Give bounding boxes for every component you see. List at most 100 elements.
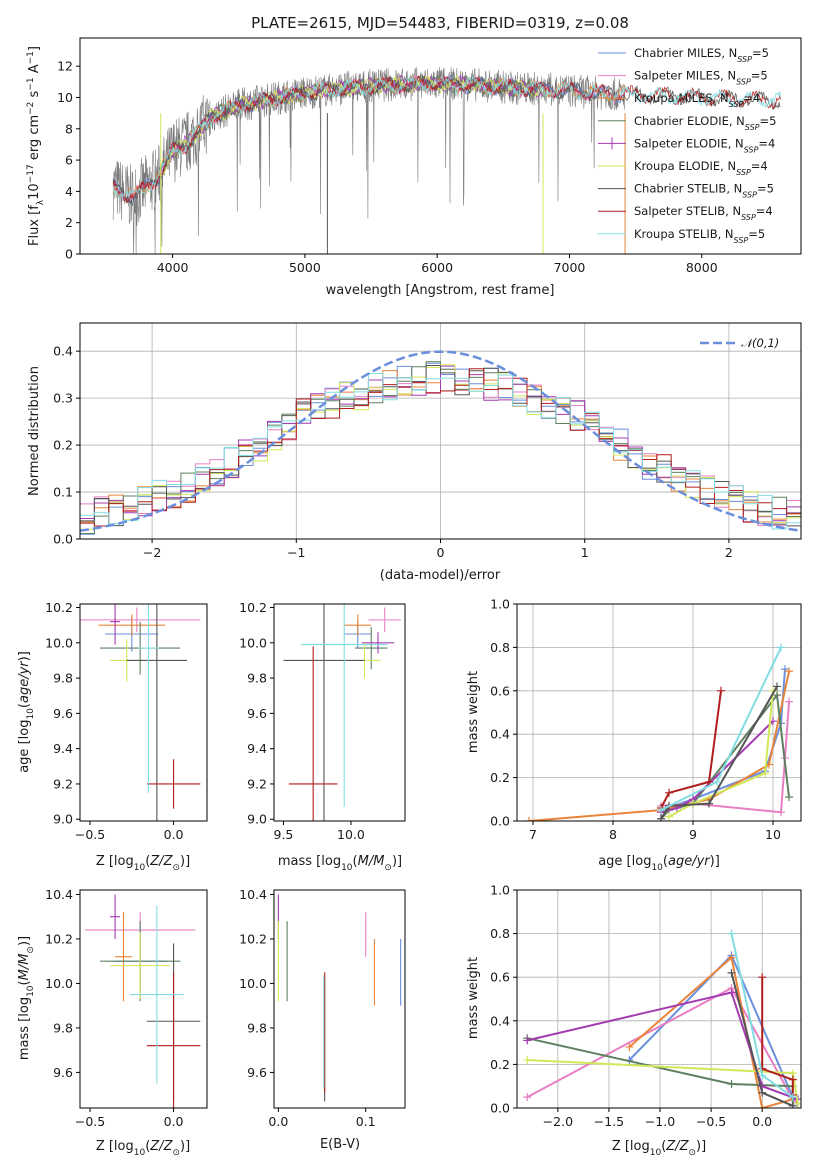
axes-frame: [273, 889, 406, 1109]
axes-frame: [516, 889, 802, 1109]
legend-label: Chabrier STELIB, NSSP=5: [634, 182, 774, 200]
model-spectrum: [159, 74, 544, 177]
plot-area: [80, 350, 801, 535]
y-tick-label: 10.2: [45, 600, 73, 615]
plot-area: [523, 929, 801, 1108]
mass-weight-marker: [758, 1071, 767, 1080]
y-tick-label: 0.1: [53, 485, 73, 500]
x-tick-label: 0.1: [356, 1114, 376, 1129]
histogram-series: [80, 368, 801, 527]
x-tick-label: 0.0: [164, 1114, 184, 1129]
spectrum-legend: Chabrier MILES, NSSP=5 Salpeter MILES, NS…: [598, 46, 776, 244]
y-tick-label: 10.0: [45, 976, 73, 991]
mass-weight-marker: [727, 988, 736, 997]
y-tick-label: 10: [57, 90, 73, 105]
y-tick-label: 0.0: [490, 814, 510, 829]
x-tick-label: 8000: [686, 260, 718, 275]
plot-area: [112, 66, 781, 254]
mass-weight-marker: [657, 806, 665, 815]
ebv-mass-panel: 0.0 0.1 9.6 9.8 10.0 10.2 10.4: [239, 887, 406, 1129]
mass-weight-marker: [773, 691, 781, 700]
z-weight-xlabel: Z [log10(Z/Z⊙)]: [612, 1139, 706, 1158]
mass-age-xlabel: mass [log10(M/M⊙)]: [278, 854, 402, 873]
mass-weight-marker: [785, 793, 793, 802]
x-tick-label: 7: [529, 827, 537, 842]
age-weight-ylabel: mass weight: [466, 671, 481, 753]
legend-label: Chabrier ELODIE, NSSP=5: [634, 114, 776, 132]
x-tick-label: 2: [725, 545, 733, 560]
mass-weight-marker: [788, 1101, 797, 1108]
y-tick-label: 0: [65, 247, 73, 262]
x-tick-label: 6000: [421, 260, 453, 275]
histogram-series: [80, 373, 801, 530]
x-tick-label: 10.0: [337, 827, 365, 842]
mass-weight-marker: [717, 686, 725, 695]
y-tick-label: 0.3: [53, 391, 73, 406]
y-tick-label: 0.4: [490, 1013, 510, 1028]
legend-label: Chabrier MILES, NSSP=5: [634, 46, 769, 64]
y-tick-label: 10.0: [239, 635, 267, 650]
x-tick-label: −0.5: [696, 1114, 726, 1129]
x-tick-label: 0.0: [268, 1114, 288, 1129]
legend-label: Kroupa STELIB, NSSP=5: [634, 227, 765, 245]
y-tick-label: 4: [65, 184, 73, 199]
mass-weight-marker: [758, 973, 767, 982]
x-tick-label: −0.5: [75, 1114, 105, 1129]
y-tick-label: 0.0: [53, 532, 73, 547]
plot-area: [277, 894, 402, 1102]
x-tick-label: 4000: [157, 260, 189, 275]
mass-weight-marker: [523, 1036, 532, 1045]
observed-spectrum: [112, 66, 626, 254]
mass-weight-marker: [785, 697, 793, 706]
y-tick-label: 0.4: [53, 344, 73, 359]
mass-weight-marker: [657, 814, 665, 821]
spectrum-xlabel: wavelength [Angstrom, rest frame]: [326, 283, 555, 298]
x-tick-label: −1: [287, 545, 305, 560]
legend-label: Kroupa MILES, NSSP=4: [634, 91, 760, 109]
x-tick-label: 9: [689, 827, 697, 842]
mass-weight-marker: [781, 665, 789, 674]
y-tick-label: 9.8: [247, 1020, 267, 1035]
mass-weight-marker: [705, 777, 713, 786]
y-tick-label: 9.6: [247, 706, 267, 721]
axes-frame: [79, 37, 802, 255]
mass-weight-marker: [773, 682, 781, 691]
y-tick-label: 0.8: [490, 926, 510, 941]
y-tick-label: 10.2: [239, 600, 267, 615]
plot-area: [525, 643, 793, 821]
x-tick-label: 0.0: [752, 1114, 772, 1129]
legend-label: Kroupa ELODIE, NSSP=4: [634, 159, 768, 177]
mass-weight-marker: [523, 1093, 532, 1102]
mass-weight-marker: [665, 788, 673, 797]
z-age-panel: −0.5 0.0 9.0 9.2 9.4 9.6 9.8 10.0 10.2: [45, 600, 208, 842]
mass-weight-marker: [727, 968, 736, 977]
y-tick-label: 0.4: [490, 727, 510, 742]
y-tick-label: 9.4: [53, 741, 73, 756]
y-tick-label: 12: [57, 59, 73, 74]
x-tick-label: 8: [609, 827, 617, 842]
x-tick-label: −2.0: [543, 1114, 573, 1129]
x-tick-label: 0.0: [164, 827, 184, 842]
x-tick-label: −0.5: [75, 827, 105, 842]
normal-legend-label: 𝒩(0,1): [741, 336, 779, 350]
figure-title: PLATE=2615, MJD=54483, FIBERID=0319, z=0…: [251, 14, 629, 32]
mass-weight-series: [528, 671, 790, 821]
y-tick-label: 9.8: [53, 671, 73, 686]
x-tick-label: 0: [437, 545, 445, 560]
plot-area: [80, 604, 201, 821]
mass-weight-marker: [758, 1104, 767, 1108]
mass-weight-series: [526, 991, 799, 1101]
y-tick-label: 0.8: [490, 640, 510, 655]
y-tick-label: 10.4: [239, 887, 267, 902]
mass-weight-marker: [758, 1088, 767, 1097]
y-tick-label: 10.2: [45, 931, 73, 946]
y-tick-label: 6: [65, 153, 73, 168]
histogram-xlabel: (data-model)/error: [380, 568, 501, 583]
plot-area: [283, 604, 401, 821]
ebv-mass-xlabel: E(B-V): [320, 1137, 360, 1152]
y-tick-label: 1.0: [490, 883, 510, 898]
y-tick-label: 10.2: [239, 931, 267, 946]
histogram-series: [80, 365, 801, 523]
y-tick-label: 0.0: [490, 1101, 510, 1116]
